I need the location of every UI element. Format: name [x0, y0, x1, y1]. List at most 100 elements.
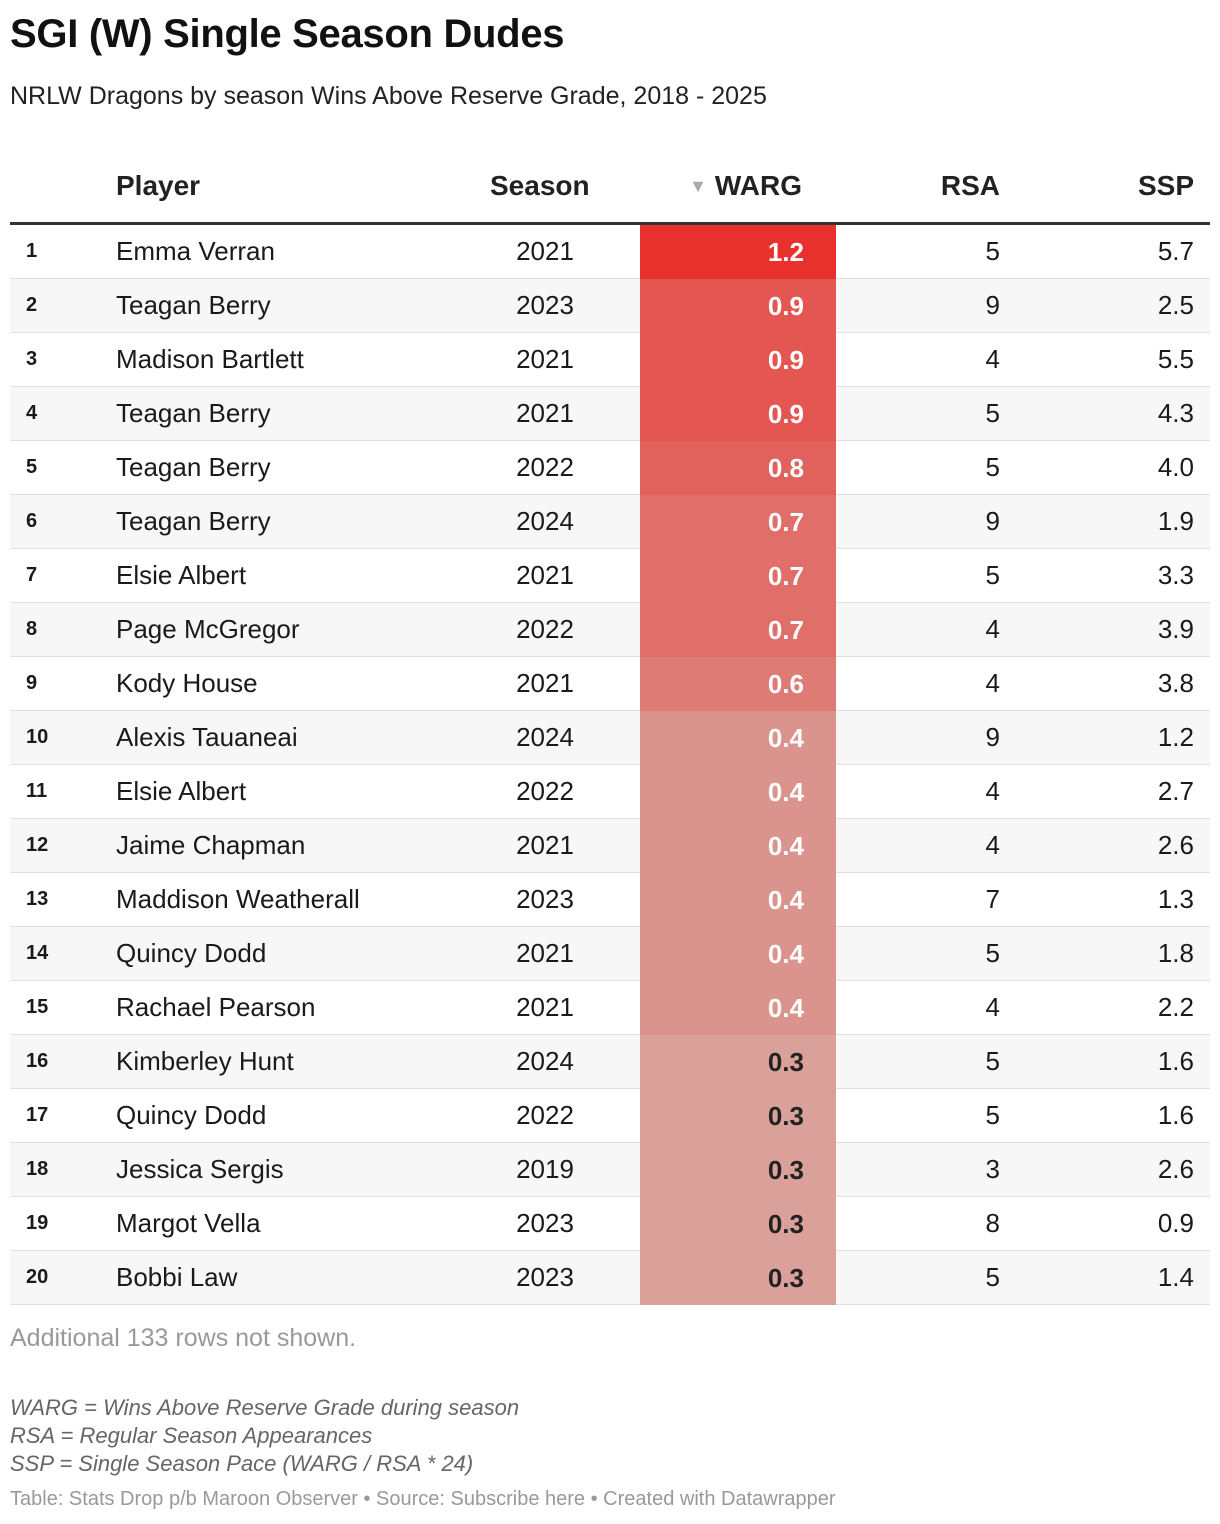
ssp-cell: 2.5 [1157, 290, 1194, 320]
player-cell: Page McGregor [116, 614, 300, 644]
player-cell: Jessica Sergis [116, 1154, 284, 1184]
player-cell: Kimberley Hunt [116, 1046, 294, 1076]
warg-cell: 0.3 [640, 1035, 836, 1089]
ssp-cell: 4.0 [1157, 452, 1194, 482]
player-cell: Quincy Dodd [116, 938, 267, 968]
warg-cell: 0.4 [640, 711, 836, 765]
rank-cell: 5 [26, 456, 38, 478]
season-cell: 2024 [516, 722, 574, 752]
season-cell: 2022 [516, 776, 574, 806]
ssp-cell: 0.9 [1157, 1208, 1194, 1238]
table-row: 1 Emma Verran 2021 1.2 5 5.7 [10, 225, 1210, 279]
rank-cell: 6 [26, 510, 38, 532]
ssp-cell: 3.9 [1157, 614, 1194, 644]
season-cell: 2023 [516, 290, 574, 320]
season-cell: 2021 [516, 398, 574, 428]
rank-cell: 14 [26, 942, 49, 964]
player-cell: Elsie Albert [116, 560, 247, 590]
rsa-cell: 5 [985, 452, 1000, 482]
rsa-cell: 9 [985, 290, 1000, 320]
warg-cell: 0.4 [640, 981, 836, 1035]
header-player[interactable]: Player [116, 170, 201, 201]
season-cell: 2021 [516, 668, 574, 698]
rank-cell: 12 [26, 834, 49, 856]
table-row: 12 Jaime Chapman 2021 0.4 4 2.6 [10, 819, 1210, 873]
ssp-cell: 2.2 [1157, 992, 1194, 1022]
season-cell: 2024 [516, 1046, 574, 1076]
rsa-cell: 9 [985, 722, 1000, 752]
ssp-cell: 1.2 [1157, 722, 1194, 752]
rank-cell: 10 [26, 726, 49, 748]
season-cell: 2021 [516, 830, 574, 860]
page-subtitle: NRLW Dragons by season Wins Above Reserv… [10, 82, 767, 110]
ssp-cell: 2.7 [1157, 776, 1194, 806]
source-footer: Table: Stats Drop p/b Maroon Observer • … [10, 1488, 836, 1510]
table-row: 6 Teagan Berry 2024 0.7 9 1.9 [10, 495, 1210, 549]
rsa-cell: 5 [985, 398, 1000, 428]
rsa-cell: 5 [985, 236, 1000, 266]
table-row: 15 Rachael Pearson 2021 0.4 4 2.2 [10, 981, 1210, 1035]
player-cell: Emma Verran [116, 236, 275, 266]
definitions-notes: WARG = Wins Above Reserve Grade during s… [10, 1394, 519, 1478]
rank-cell: 20 [26, 1266, 49, 1288]
header-rsa[interactable]: RSA [940, 170, 1000, 201]
ssp-cell: 5.5 [1157, 344, 1194, 374]
warg-cell: 0.7 [640, 603, 836, 657]
header-warg[interactable]: ▼ WARG [640, 170, 802, 202]
player-cell: Alexis Tauaneai [116, 722, 298, 752]
table-body: 1 Emma Verran 2021 1.2 5 5.7 2 Teagan Berry 2023… [10, 225, 1210, 1305]
season-cell: 2022 [516, 452, 574, 482]
player-cell: Margot Vella [116, 1208, 261, 1238]
season-cell: 2023 [516, 1208, 574, 1238]
table-row: 13 Maddison Weatherall 2023 0.4 7 1.3 [10, 873, 1210, 927]
warg-cell: 0.9 [640, 333, 836, 387]
rank-cell: 13 [26, 888, 49, 910]
table-row: 16 Kimberley Hunt 2024 0.3 5 1.6 [10, 1035, 1210, 1089]
warg-cell: 0.8 [640, 441, 836, 495]
table-row: 9 Kody House 2021 0.6 4 3.8 [10, 657, 1210, 711]
note-warg: WARG = Wins Above Reserve Grade during s… [10, 1395, 520, 1420]
ssp-cell: 4.3 [1157, 398, 1194, 428]
warg-cell: 0.9 [640, 279, 836, 333]
table-row: 8 Page McGregor 2022 0.7 4 3.9 [10, 603, 1210, 657]
rsa-cell: 4 [985, 830, 1000, 860]
ssp-cell: 1.3 [1157, 884, 1194, 914]
header-ssp[interactable]: SSP [1137, 170, 1194, 201]
rank-cell: 4 [26, 402, 38, 424]
season-cell: 2022 [516, 614, 574, 644]
rsa-cell: 5 [985, 1046, 1000, 1076]
table-row: 19 Margot Vella 2023 0.3 8 0.9 [10, 1197, 1210, 1251]
warg-cell: 0.4 [640, 927, 836, 981]
rsa-cell: 9 [985, 506, 1000, 536]
player-cell: Teagan Berry [116, 506, 271, 536]
player-cell: Rachael Pearson [116, 992, 316, 1022]
table-row: 20 Bobbi Law 2023 0.3 5 1.4 [10, 1251, 1210, 1305]
warg-cell: 0.6 [640, 657, 836, 711]
rank-cell: 7 [26, 564, 38, 586]
warg-cell: 0.7 [640, 549, 836, 603]
rsa-cell: 4 [985, 614, 1000, 644]
warg-cell: 0.9 [640, 387, 836, 441]
rank-cell: 15 [26, 996, 49, 1018]
note-ssp: SSP = Single Season Pace (WARG / RSA * 2… [10, 1451, 474, 1476]
warg-cell: 0.3 [640, 1251, 836, 1305]
ssp-cell: 2.6 [1157, 830, 1194, 860]
season-cell: 2021 [516, 992, 574, 1022]
rank-cell: 11 [26, 780, 48, 802]
warg-cell: 1.2 [640, 225, 836, 279]
rank-cell: 8 [26, 618, 38, 640]
table-header: Player Season ▼ WARG RSA SSP [10, 160, 1210, 225]
rank-cell: 17 [26, 1104, 49, 1126]
rsa-cell: 5 [985, 1262, 1000, 1292]
rsa-cell: 7 [985, 884, 1000, 914]
warg-cell: 0.3 [640, 1143, 836, 1197]
rsa-cell: 5 [985, 560, 1000, 590]
table-row: 2 Teagan Berry 2023 0.9 9 2.5 [10, 279, 1210, 333]
ssp-cell: 2.6 [1157, 1154, 1194, 1184]
header-season[interactable]: Season [490, 170, 590, 201]
ssp-cell: 1.9 [1157, 506, 1194, 536]
rank-cell: 2 [26, 294, 38, 316]
ssp-cell: 3.8 [1157, 668, 1194, 698]
rsa-cell: 5 [985, 938, 1000, 968]
more-rows-note: Additional 133 rows not shown. [10, 1324, 357, 1352]
